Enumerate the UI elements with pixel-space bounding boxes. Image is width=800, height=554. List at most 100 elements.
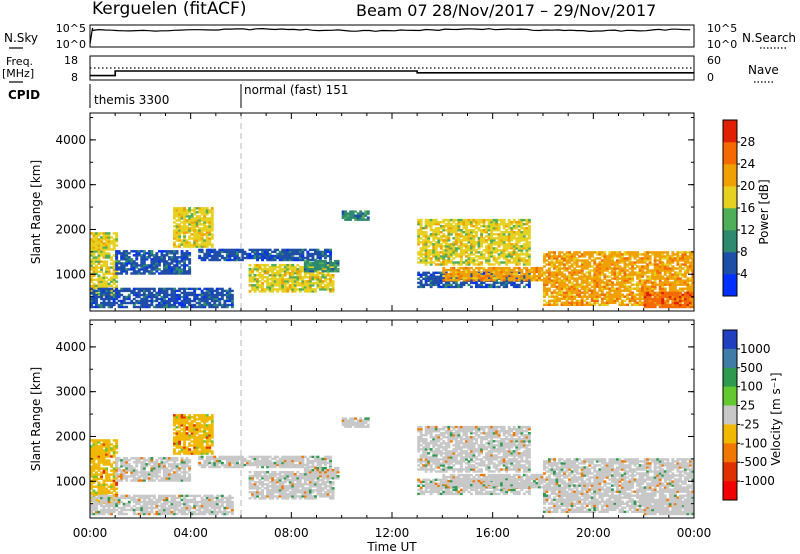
power-cell <box>185 221 189 224</box>
power-cell <box>651 285 655 288</box>
power-cell <box>646 305 650 309</box>
power-cell <box>198 245 202 248</box>
velocity-cell <box>110 469 113 472</box>
power-cell <box>135 270 139 273</box>
power-cell <box>505 261 509 264</box>
power-cell <box>442 285 446 289</box>
power-cell <box>439 263 443 266</box>
power-cell <box>444 239 448 242</box>
power-cell <box>668 297 672 301</box>
power-cell <box>112 254 116 257</box>
power-cell <box>246 252 249 256</box>
power-cell <box>530 274 534 278</box>
power-cell <box>560 251 564 254</box>
power-cell <box>434 249 438 252</box>
power-cell <box>105 276 108 279</box>
power-cell <box>573 251 577 254</box>
power-cell <box>525 283 529 287</box>
power-cell <box>472 221 476 224</box>
power-cell <box>580 267 584 270</box>
power-cell <box>351 214 355 217</box>
power-cell <box>198 248 202 252</box>
power-cell <box>651 269 655 272</box>
power-cell <box>107 270 111 273</box>
power-cell <box>512 277 516 280</box>
power-cell <box>210 215 214 218</box>
power-cell <box>105 295 108 299</box>
power-cell <box>681 253 685 256</box>
power-cell <box>419 275 423 278</box>
power-cell <box>195 301 199 305</box>
velocity-cell <box>95 471 98 474</box>
power-cell <box>452 227 456 230</box>
power-cell <box>525 253 529 256</box>
power-cell <box>97 256 101 259</box>
power-cell <box>515 241 519 244</box>
power-cell <box>527 261 531 264</box>
power-cell <box>261 258 264 262</box>
power-cell <box>459 283 463 287</box>
power-cell <box>173 211 176 214</box>
power-cell <box>364 210 368 213</box>
power-cell <box>507 239 511 242</box>
power-cell <box>475 255 478 258</box>
power-cell <box>100 287 103 291</box>
power-cell <box>550 255 554 258</box>
power-cell <box>482 223 486 226</box>
power-cell <box>573 261 577 264</box>
power-cell <box>475 266 478 270</box>
power-cell <box>555 287 559 290</box>
power-cell <box>205 243 209 246</box>
velocity-cell <box>90 453 93 456</box>
power-cell <box>115 244 119 247</box>
power-cell <box>291 278 295 281</box>
power-cell <box>691 303 695 306</box>
power-cell <box>507 255 511 258</box>
power-cell <box>535 270 539 274</box>
power-cell <box>545 303 549 306</box>
power-cell <box>691 269 695 272</box>
velocity-cell <box>90 459 93 462</box>
power-cell <box>195 239 199 242</box>
power-cell <box>507 259 511 262</box>
power-cell <box>236 256 239 260</box>
power-cell <box>188 245 192 248</box>
power-cell <box>575 295 579 298</box>
power-cell <box>525 261 529 264</box>
power-cell <box>454 285 458 289</box>
power-cell <box>427 223 431 226</box>
power-cell <box>613 297 617 300</box>
power-cell <box>341 214 345 217</box>
power-cell <box>424 227 428 230</box>
power-cell <box>331 290 335 293</box>
power-cell <box>563 287 566 290</box>
power-cell <box>205 229 209 232</box>
power-cell <box>475 249 478 252</box>
power-cell <box>502 235 506 238</box>
power-cell <box>95 295 98 299</box>
power-cell <box>575 265 579 268</box>
power-cell <box>422 259 426 262</box>
power-cell <box>578 285 582 288</box>
velocity-cell <box>102 443 106 446</box>
velocity-cell <box>107 455 111 458</box>
power-cell <box>653 281 657 284</box>
power-cell <box>100 250 103 253</box>
power-cell <box>107 240 111 243</box>
power-cell <box>457 274 461 278</box>
power-cell <box>668 283 672 286</box>
power-cell <box>512 270 516 274</box>
power-cell <box>210 305 214 309</box>
power-cell <box>593 287 597 290</box>
power-cell <box>256 286 259 289</box>
power-cell <box>653 285 657 288</box>
power-cell <box>641 295 645 298</box>
power-cell <box>595 265 599 268</box>
power-cell <box>580 295 584 298</box>
power-cell <box>439 261 443 264</box>
power-cell <box>125 289 129 293</box>
power-cell <box>553 251 556 254</box>
power-cell <box>163 260 166 263</box>
power-cell <box>210 243 214 246</box>
power-cell <box>417 281 421 285</box>
